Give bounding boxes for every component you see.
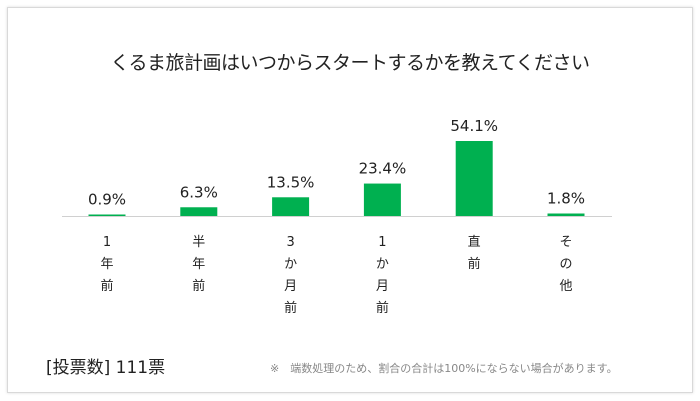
bar [455,141,493,216]
bar [180,207,218,216]
bar [272,197,310,216]
data-label: 13.5% [267,173,315,191]
category-label: 半年前 [192,235,206,294]
data-label: 54.1% [450,117,498,135]
bar [547,213,585,216]
bar [88,214,126,216]
category-label: 直前 [467,235,481,272]
data-label: 23.4% [359,160,407,178]
data-label: 6.3% [180,183,218,201]
category-label: その他 [559,235,573,294]
vote-count: [投票数] 111票 [46,358,166,378]
data-label: 0.9% [88,191,126,209]
bar [363,183,401,216]
chart-title: くるま旅計画はいつからスタートするかを教えてください [110,52,590,74]
chart-frame [7,7,693,393]
rounding-note: ※ 端数処理のため、割合の合計は100%にならない場合があります。 [270,362,618,375]
data-label: 1.8% [547,190,585,208]
